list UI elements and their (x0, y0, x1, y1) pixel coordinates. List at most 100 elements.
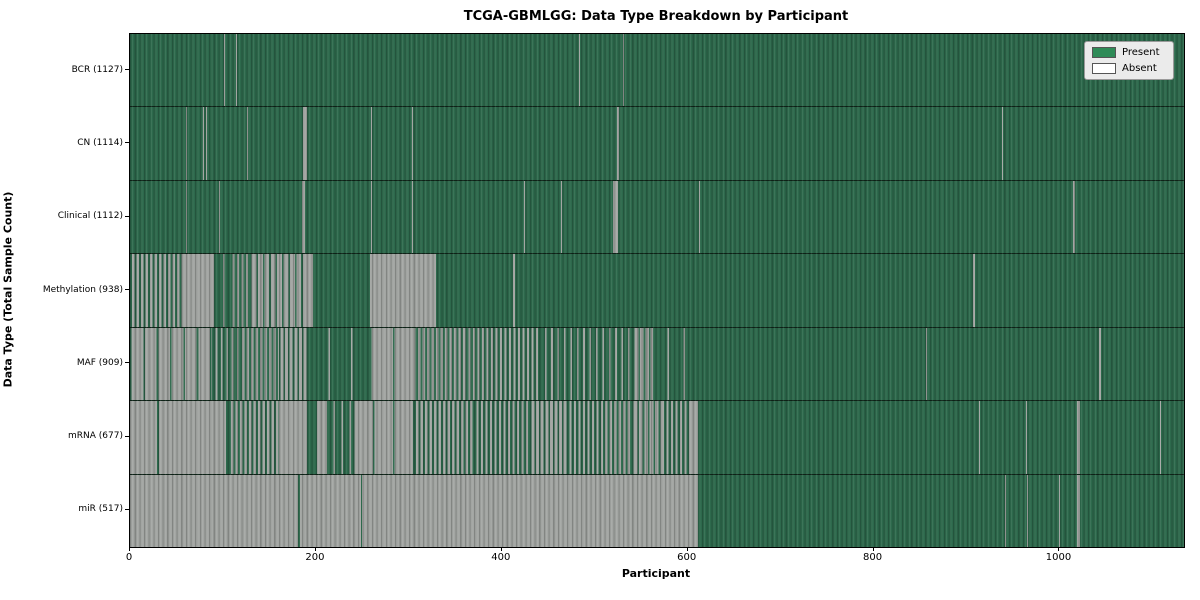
heatmap-segment (223, 34, 225, 107)
plot-area (129, 33, 1185, 548)
heatmap-segment (524, 180, 525, 254)
heatmap-segment (371, 107, 412, 180)
legend: Present Absent (1084, 41, 1174, 80)
y-axis-label: Data Type (Total Sample Count) (1, 191, 15, 388)
heatmap-segment (298, 474, 301, 547)
heatmap-segment (371, 180, 412, 254)
heatmap-segment (301, 180, 305, 254)
heatmap-segment (1159, 401, 1161, 474)
heatmap-segment (185, 107, 187, 180)
heatmap-segment (130, 327, 212, 401)
legend-item-absent: Absent (1092, 63, 1166, 74)
heatmap-segment (925, 327, 928, 401)
x-axis-label: Participant (621, 567, 691, 580)
x-tick-label-1000: 1000 (1045, 552, 1072, 563)
heatmap-segment (697, 474, 1005, 547)
x-tick-label-200: 200 (305, 552, 325, 563)
heatmap-segment (610, 107, 612, 180)
heatmap-segment (229, 107, 248, 180)
heatmap-segment (302, 254, 314, 327)
heatmap-segment (313, 254, 370, 327)
heatmap-row-MAF (130, 327, 1184, 402)
heatmap-segment (699, 180, 1074, 254)
heatmap-segment (697, 327, 926, 401)
heatmap-segment (353, 401, 415, 474)
heatmap-segment (978, 401, 980, 474)
heatmap-segment (514, 254, 973, 327)
x-tick-mark (129, 547, 130, 551)
y-tick-label-Clinical: Clinical (1112) (57, 211, 123, 222)
heatmap-segment (219, 180, 221, 254)
heatmap-segment (1079, 474, 1184, 547)
heatmap-segment (632, 327, 654, 401)
heatmap-segment (130, 474, 299, 547)
heatmap-segment (698, 180, 700, 254)
heatmap-segment (1077, 401, 1080, 474)
heatmap-segment (1101, 327, 1184, 401)
y-tick-label-mRNA: mRNA (677) (68, 431, 123, 442)
heatmap-segment (1060, 474, 1078, 547)
heatmap-segment (974, 254, 1184, 327)
heatmap-segment (206, 107, 208, 180)
x-tick-mark (1058, 547, 1060, 551)
heatmap-segment (248, 107, 303, 180)
heatmap-segment (370, 180, 372, 254)
heatmap-segment (1005, 474, 1027, 547)
heatmap-segment (566, 401, 632, 474)
heatmap-segment (220, 180, 302, 254)
heatmap-segment (412, 107, 611, 180)
heatmap-segment (414, 401, 474, 474)
heatmap-segment (369, 254, 436, 327)
heatmap-segment (525, 180, 562, 254)
heatmap-row-BCR (130, 34, 1184, 108)
heatmap-segment (1079, 401, 1160, 474)
heatmap-segment (203, 107, 205, 180)
heatmap-segment (361, 474, 363, 547)
legend-item-present: Present (1092, 47, 1166, 58)
heatmap-segment (1025, 401, 1027, 474)
heatmap-row-Methylation (130, 254, 1184, 328)
heatmap-segment (579, 34, 623, 107)
heatmap-segment (973, 254, 975, 327)
heatmap-segment (562, 180, 614, 254)
heatmap-segment (529, 401, 567, 474)
heatmap-segment (473, 401, 530, 474)
heatmap-segment (689, 401, 698, 474)
heatmap-segment (369, 327, 417, 401)
heatmap-segment (235, 34, 237, 107)
present-swatch-icon (1092, 47, 1116, 58)
heatmap-row-miR (130, 474, 1184, 547)
heatmap-segment (207, 107, 229, 180)
heatmap-segment (653, 327, 698, 401)
heatmap-segment (1026, 401, 1078, 474)
heatmap-segment (1004, 474, 1006, 547)
heatmap-segment (229, 401, 279, 474)
heatmap-segment (1026, 474, 1028, 547)
heatmap-segment (228, 107, 230, 180)
x-tick-label-600: 600 (677, 552, 697, 563)
heatmap-segment (1099, 327, 1102, 401)
heatmap-segment (236, 34, 579, 107)
y-tick-mark (125, 435, 129, 437)
heatmap-segment (512, 254, 515, 327)
x-tick-mark (500, 547, 502, 551)
heatmap-segment (278, 327, 307, 401)
heatmap-segment (613, 180, 618, 254)
heatmap-segment (302, 107, 307, 180)
heatmap-segment (1160, 401, 1184, 474)
legend-label-present: Present (1122, 47, 1160, 58)
x-tick-label-800: 800 (863, 552, 883, 563)
absent-swatch-icon (1092, 63, 1116, 74)
x-tick-label-400: 400 (491, 552, 511, 563)
y-tick-mark (125, 289, 129, 290)
heatmap-segment (130, 107, 186, 180)
x-tick-mark (872, 547, 874, 551)
heatmap-segment (225, 401, 230, 474)
heatmap-rows (130, 34, 1184, 547)
heatmap-segment (1002, 107, 1184, 180)
heatmap-segment (278, 401, 307, 474)
heatmap-segment (1001, 107, 1003, 180)
heatmap-segment (327, 401, 354, 474)
heatmap-segment (617, 180, 699, 254)
